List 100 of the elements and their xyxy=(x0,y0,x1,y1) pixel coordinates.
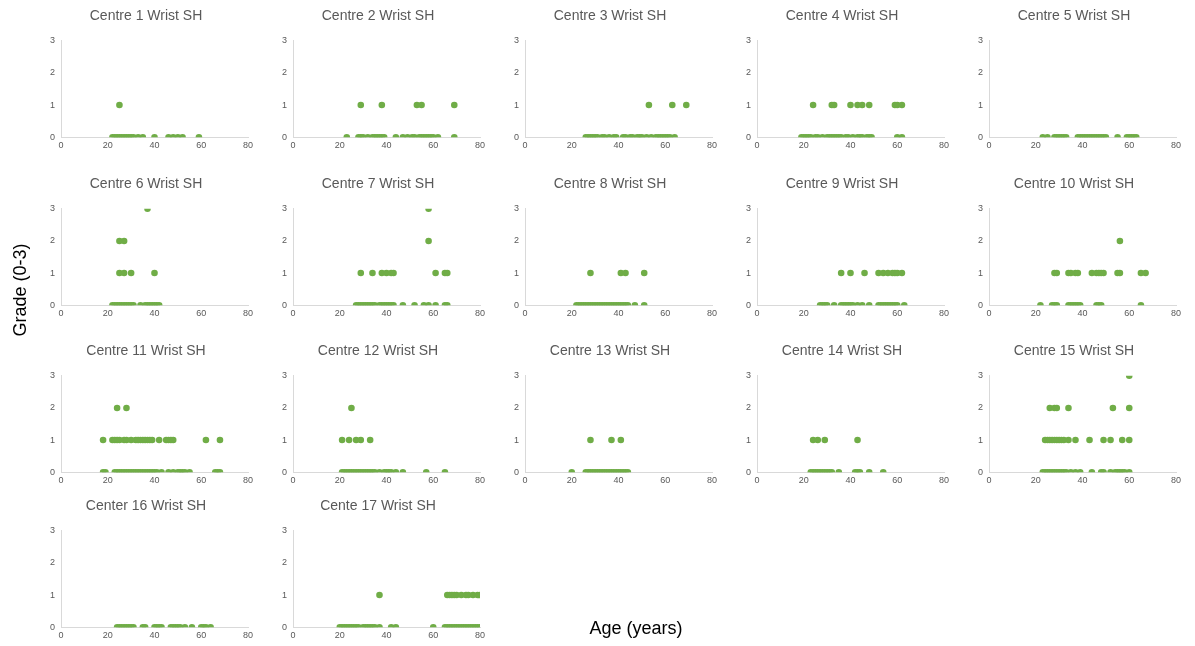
x-tick-label: 60 xyxy=(1124,475,1135,486)
y-tick-label: 3 xyxy=(281,35,288,46)
x-tick-label: 0 xyxy=(986,308,992,319)
x-tick-label: 20 xyxy=(102,308,113,319)
x-tick-label: 40 xyxy=(149,308,160,319)
x-tick-label: 60 xyxy=(196,475,207,486)
y-tick-label: 0 xyxy=(281,466,288,477)
x-tick-label: 60 xyxy=(196,140,207,151)
y-tick-label: 0 xyxy=(49,621,56,632)
chart-title: Centre 12 Wrist SH xyxy=(317,342,439,359)
x-tick-label: 20 xyxy=(102,140,113,151)
x-tick-label: 0 xyxy=(754,475,760,486)
x-axis-title: Age (years) xyxy=(589,618,683,639)
x-tick-label: 60 xyxy=(196,308,207,319)
x-tick-label: 80 xyxy=(1170,308,1182,319)
chart-title: Centre 9 Wrist SH xyxy=(785,175,899,192)
chart-title: Centre 7 Wrist SH xyxy=(321,175,435,192)
y-tick-label: 2 xyxy=(49,557,56,568)
y-tick-label: 0 xyxy=(977,299,984,310)
x-tick-label: 20 xyxy=(334,475,345,486)
x-tick-label: 80 xyxy=(474,630,486,641)
x-tick-label: 20 xyxy=(798,475,809,486)
y-tick-label: 2 xyxy=(281,235,288,246)
x-tick-label: 20 xyxy=(334,140,345,151)
x-tick-label: 0 xyxy=(986,475,992,486)
chart-title: Centre 4 Wrist SH xyxy=(785,7,899,24)
x-tick-label: 40 xyxy=(613,475,624,486)
x-tick-label: 40 xyxy=(381,308,392,319)
x-tick-label: 0 xyxy=(58,140,64,151)
y-tick-label: 3 xyxy=(745,370,752,381)
x-tick-label: 20 xyxy=(566,475,577,486)
y-tick-label: 3 xyxy=(281,203,288,214)
x-tick-label: 80 xyxy=(938,308,950,319)
y-tick-label: 0 xyxy=(745,466,752,477)
chart-title: Centre 8 Wrist SH xyxy=(553,175,667,192)
y-tick-label: 3 xyxy=(49,370,56,381)
y-tick-label: 0 xyxy=(49,131,56,142)
x-tick-label: 20 xyxy=(798,140,809,151)
x-tick-label: 80 xyxy=(706,308,718,319)
y-tick-label: 0 xyxy=(49,466,56,477)
y-tick-label: 3 xyxy=(513,203,520,214)
x-tick-label: 80 xyxy=(1170,140,1182,151)
x-tick-label: 20 xyxy=(1030,308,1041,319)
x-tick-label: 40 xyxy=(613,308,624,319)
y-tick-label: 1 xyxy=(281,589,288,600)
x-tick-label: 40 xyxy=(1077,140,1088,151)
x-tick-label: 80 xyxy=(474,308,486,319)
chart-title: Centre 3 Wrist SH xyxy=(553,7,667,24)
x-tick-label: 40 xyxy=(1077,308,1088,319)
y-tick-label: 3 xyxy=(49,525,56,536)
y-tick-label: 0 xyxy=(977,466,984,477)
x-tick-label: 0 xyxy=(522,140,528,151)
y-tick-label: 0 xyxy=(49,299,56,310)
x-tick-label: 60 xyxy=(1124,140,1135,151)
x-tick-label: 80 xyxy=(706,475,718,486)
x-tick-label: 40 xyxy=(149,140,160,151)
x-tick-label: 80 xyxy=(242,308,254,319)
x-tick-label: 20 xyxy=(798,308,809,319)
y-tick-label: 1 xyxy=(281,99,288,110)
chart-title: Centre 6 Wrist SH xyxy=(89,175,203,192)
chart-title: Centre 14 Wrist SH xyxy=(781,342,903,359)
y-tick-label: 2 xyxy=(49,67,56,78)
y-tick-label: 1 xyxy=(745,267,752,278)
x-tick-label: 80 xyxy=(474,475,486,486)
y-tick-label: 0 xyxy=(745,299,752,310)
y-tick-label: 2 xyxy=(745,67,752,78)
x-tick-label: 40 xyxy=(613,140,624,151)
x-tick-label: 60 xyxy=(892,475,903,486)
x-tick-label: 40 xyxy=(381,630,392,641)
y-tick-label: 3 xyxy=(977,35,984,46)
y-tick-label: 3 xyxy=(745,203,752,214)
y-tick-label: 1 xyxy=(513,99,520,110)
y-tick-label: 2 xyxy=(745,235,752,246)
x-tick-label: 80 xyxy=(242,140,254,151)
y-tick-label: 0 xyxy=(513,299,520,310)
y-tick-label: 2 xyxy=(513,402,520,413)
y-tick-label: 3 xyxy=(513,35,520,46)
x-tick-label: 0 xyxy=(986,140,992,151)
x-tick-label: 80 xyxy=(938,475,950,486)
x-tick-label: 80 xyxy=(242,475,254,486)
x-tick-label: 40 xyxy=(1077,475,1088,486)
x-tick-label: 60 xyxy=(660,140,671,151)
y-tick-label: 2 xyxy=(513,235,520,246)
x-tick-label: 60 xyxy=(892,140,903,151)
y-tick-label: 3 xyxy=(745,35,752,46)
x-tick-label: 60 xyxy=(660,475,671,486)
x-tick-label: 60 xyxy=(428,630,439,641)
y-tick-label: 1 xyxy=(745,434,752,445)
x-tick-label: 80 xyxy=(706,140,718,151)
y-tick-label: 1 xyxy=(977,434,984,445)
y-tick-label: 1 xyxy=(745,99,752,110)
x-tick-label: 20 xyxy=(102,630,113,641)
y-tick-label: 3 xyxy=(977,203,984,214)
x-tick-label: 20 xyxy=(566,140,577,151)
y-tick-label: 2 xyxy=(977,235,984,246)
y-tick-label: 3 xyxy=(281,370,288,381)
y-tick-label: 1 xyxy=(49,434,56,445)
x-tick-label: 60 xyxy=(1124,308,1135,319)
y-tick-label: 3 xyxy=(281,525,288,536)
x-tick-label: 0 xyxy=(58,308,64,319)
